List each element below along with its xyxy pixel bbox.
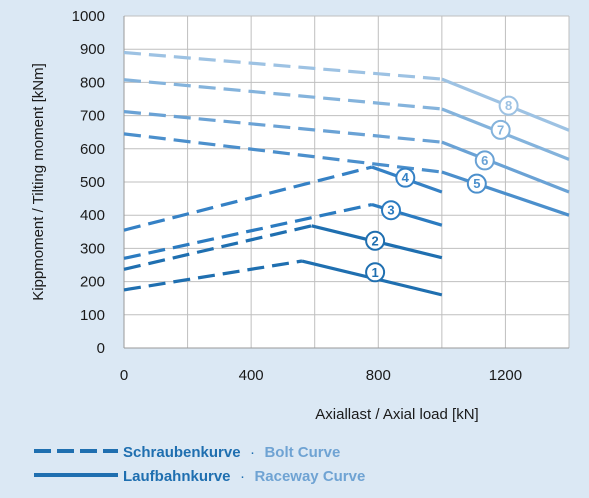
grid-lines — [123, 15, 570, 349]
series-5-raceway-line — [441, 170, 570, 217]
legend-raceway-label-de: Laufbahnkurve — [123, 468, 231, 485]
series-6-bolt-line — [123, 110, 443, 144]
legend-bolt-label-de: Schraubenkurve — [123, 444, 241, 461]
series-4-marker — [395, 167, 416, 188]
y-tick-label: 800 — [80, 74, 105, 91]
series-2-marker — [365, 230, 386, 251]
legend-raceway-separator: · — [240, 468, 245, 485]
legend: Schraubenkurve · Bolt Curve Laufbahnkurv… — [34, 444, 365, 485]
series-1-marker — [365, 262, 386, 283]
series-6-raceway-line — [441, 140, 570, 194]
series-3-marker-label: 3 — [387, 203, 394, 218]
series-5-marker-label: 5 — [473, 176, 480, 191]
legend-bolt-label-en: Bolt Curve — [264, 444, 340, 461]
series-markers: 1 23 4 56 78 — [365, 95, 519, 283]
x-tick-label: 800 — [366, 367, 391, 384]
series-4-marker-label: 4 — [402, 170, 410, 185]
series-1-bolt-line — [123, 259, 303, 292]
y-tick-label: 1000 — [72, 8, 105, 25]
series-6-marker — [474, 150, 495, 171]
legend-bolt-text: Schraubenkurve · Bolt Curve — [123, 444, 340, 461]
y-tick-label: 200 — [80, 274, 105, 291]
series-8-marker — [498, 95, 519, 116]
series-2-marker-label: 2 — [371, 233, 378, 248]
series-3-bolt-line — [123, 203, 373, 260]
y-tick-label: 300 — [80, 240, 105, 257]
y-tick-label: 400 — [80, 207, 105, 224]
y-tick-labels: 0 100 200 300 400 500 600 700 800 900 1000 — [72, 8, 105, 357]
x-tick-label: 1200 — [489, 367, 522, 384]
y-tick-label: 100 — [80, 307, 105, 324]
series-4-bolt-line — [123, 165, 373, 232]
series-8-bolt-line — [123, 50, 442, 81]
y-tick-label: 700 — [80, 108, 105, 125]
series-7-marker-label: 7 — [497, 122, 504, 137]
legend-raceway-text: Laufbahnkurve · Raceway Curve — [123, 468, 365, 485]
x-tick-label: 0 — [120, 367, 128, 384]
series-2-bolt-line — [123, 224, 312, 271]
series-6-marker-label: 6 — [481, 153, 488, 168]
series-5-marker — [466, 173, 487, 194]
x-axis-label: Axiallast / Axial load [kN] — [315, 406, 478, 423]
x-tick-labels: 0 400 800 1200 — [120, 367, 522, 384]
legend-bolt-separator: · — [250, 444, 255, 461]
series-8-marker-label: 8 — [505, 98, 512, 113]
series-5-bolt-line — [123, 132, 443, 174]
y-tick-label: 900 — [80, 41, 105, 58]
series-3-marker — [381, 200, 401, 221]
y-tick-label: 500 — [80, 174, 105, 191]
series-7-bolt-line — [123, 78, 443, 111]
x-tick-label: 400 — [239, 367, 264, 384]
y-tick-label: 600 — [80, 141, 105, 158]
series-1-marker-label: 1 — [371, 265, 378, 280]
series-7-marker — [490, 119, 511, 140]
y-axis-label: Kippmoment / Tilting moment [kNm] — [30, 63, 47, 301]
legend-raceway-label-en: Raceway Curve — [254, 468, 365, 485]
y-tick-label: 0 — [97, 340, 105, 357]
